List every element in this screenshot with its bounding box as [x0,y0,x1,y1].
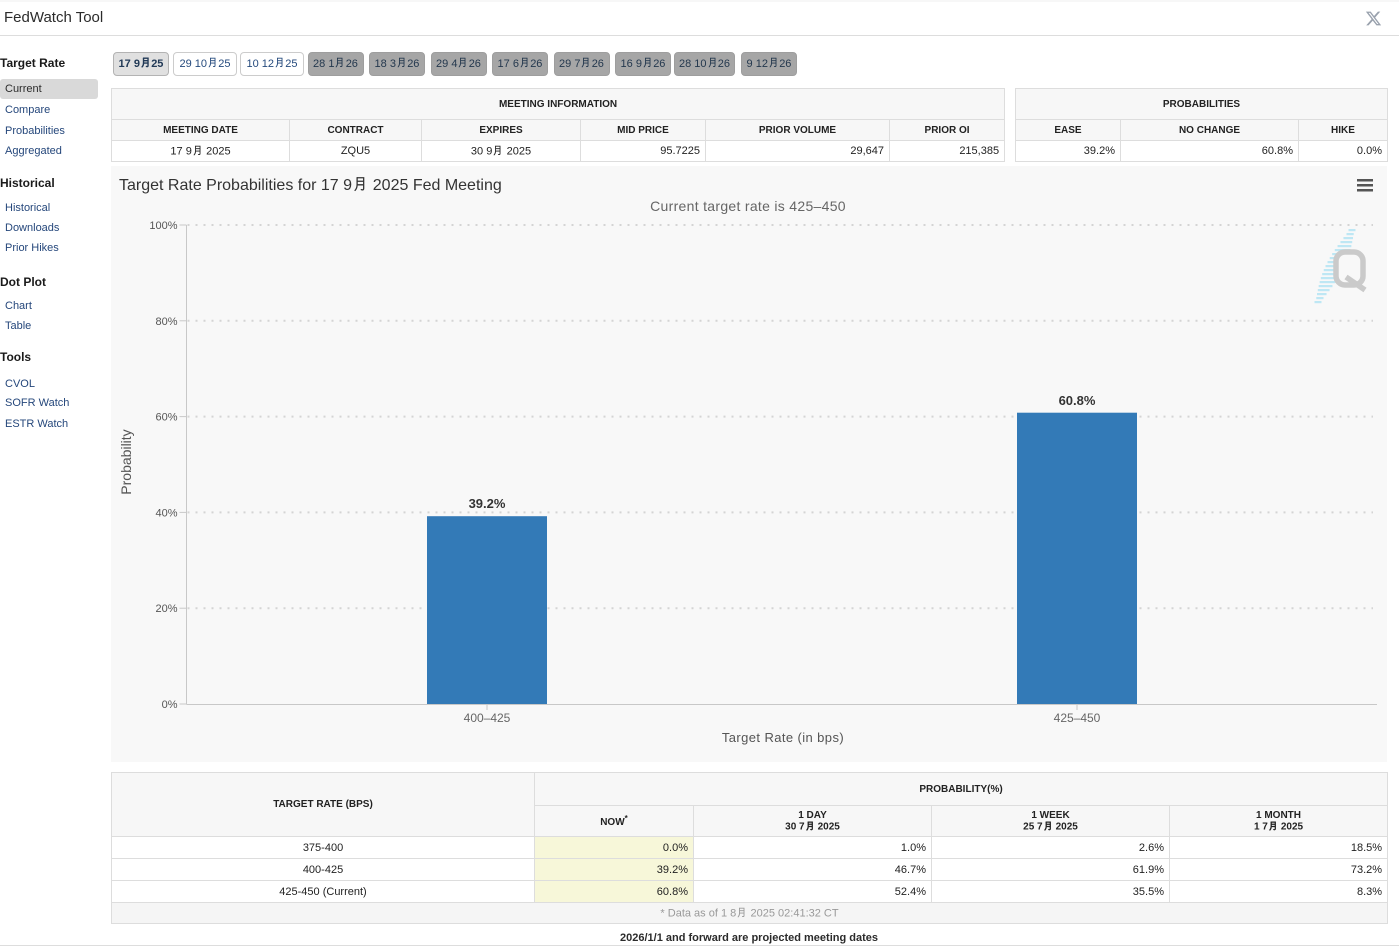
svg-text:400–425: 400–425 [464,711,511,725]
svg-text:425–450: 425–450 [1054,711,1101,725]
svg-text:Current target rate is 425–450: Current target rate is 425–450 [650,198,846,214]
svg-text:Target Rate (in bps): Target Rate (in bps) [722,730,844,745]
svg-text:40%: 40% [155,507,177,519]
svg-text:60%: 60% [155,412,177,424]
svg-text:39.2%: 39.2% [469,496,506,511]
svg-text:20%: 20% [155,603,177,615]
svg-text:Probability: Probability [118,429,134,494]
svg-text:100%: 100% [149,220,177,232]
svg-text:0%: 0% [162,699,178,711]
svg-text:60.8%: 60.8% [1059,393,1096,408]
svg-text:80%: 80% [155,316,177,328]
